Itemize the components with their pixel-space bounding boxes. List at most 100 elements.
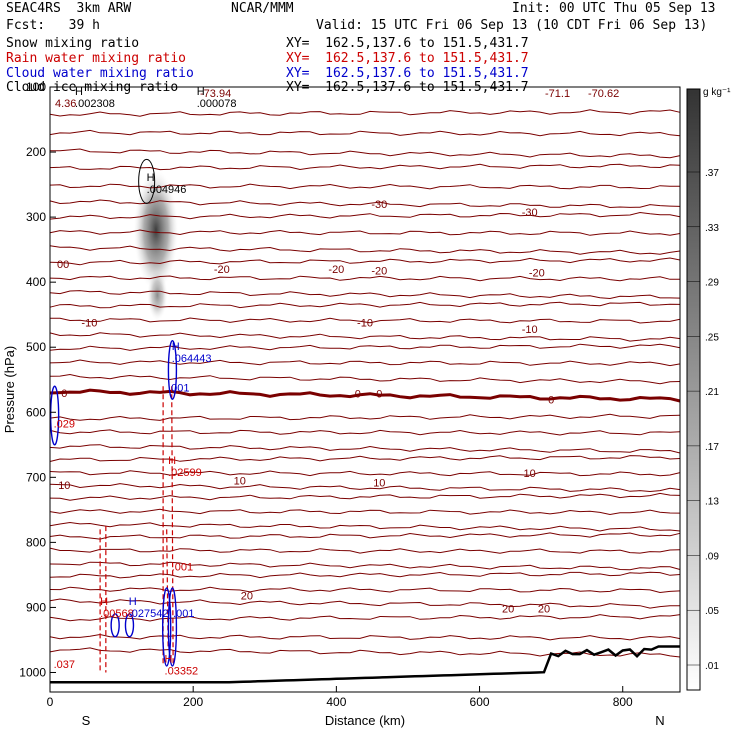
field-xy-cloud-ice: XY= 162.5,137.6 to 151.5,431.7 — [286, 80, 529, 95]
colorbar-tick-label: .29 — [705, 278, 719, 289]
max-value: .004946 — [147, 184, 187, 196]
temperature-contour-line — [49, 483, 681, 493]
colorbar-tick-label: .13 — [705, 497, 719, 508]
contour-label: 0 — [355, 388, 361, 400]
colorbar-tick-label: .05 — [705, 606, 719, 617]
y-tick-label: 700 — [26, 470, 46, 484]
contour-label: -30 — [522, 207, 538, 219]
endpoint-right: N — [655, 713, 664, 728]
field-label-rain: Rain water mixing ratio — [6, 51, 187, 66]
contour-label: 20 — [502, 604, 514, 616]
max-marker: H — [197, 86, 205, 98]
top-contour-label: 00 — [57, 259, 69, 271]
cloud-water-contour — [167, 587, 178, 667]
temperature-contour-line — [49, 547, 681, 554]
x-tick-label: 400 — [326, 695, 346, 709]
max-value: .002308 — [75, 98, 115, 110]
x-tick-label: 600 — [470, 695, 490, 709]
max-marker: H — [168, 455, 176, 467]
top-contour-label: -70.62 — [588, 88, 619, 100]
temperature-contour-line — [49, 211, 681, 220]
temperature-contour-line — [49, 163, 681, 171]
y-tick-label: 300 — [26, 210, 46, 224]
cloud-water-contour — [124, 613, 135, 638]
temperature-contour-line — [49, 561, 681, 571]
temperature-contour-line — [49, 586, 681, 594]
max-value: .03352 — [165, 665, 199, 677]
colorbar-unit: g kg⁻¹ — [703, 87, 731, 98]
x-tick-label: 0 — [47, 695, 54, 709]
max-value: .00568 — [100, 608, 134, 620]
temperature-contour-line — [49, 413, 681, 421]
contour-label: -10 — [522, 324, 538, 336]
contour-label: 10 — [234, 476, 246, 488]
x-tick-label: 200 — [183, 695, 203, 709]
max-marker: H — [100, 596, 108, 608]
colorbar-tick-label: .09 — [705, 551, 719, 562]
temperature-contour-line — [49, 492, 681, 501]
temperature-contour-line — [49, 633, 681, 641]
max-marker: H — [147, 172, 155, 184]
y-tick-label: 200 — [26, 145, 46, 159]
max-value: .037 — [54, 659, 75, 671]
model-title: SEAC4RS 3km ARW — [6, 1, 132, 16]
temperature-contour-line — [49, 343, 681, 351]
max-marker: H — [172, 341, 180, 353]
temperature-contour-line — [49, 647, 681, 658]
y-tick-label: 1000 — [19, 665, 46, 679]
cloud-water-contour — [49, 385, 60, 446]
temperature-contour-line — [49, 455, 681, 462]
temperature-contour-line — [49, 129, 681, 137]
contour-label: 10 — [373, 478, 385, 490]
contour-label: 20 — [538, 604, 550, 616]
contour-label: 10 — [524, 468, 536, 480]
temperature-contour-line — [49, 301, 681, 309]
temperature-contour-line — [49, 532, 681, 540]
temperature-contour-line — [49, 199, 681, 209]
max-value: .02599 — [168, 467, 202, 479]
top-contour-label: -73.94 — [200, 88, 231, 100]
plot-frame — [49, 86, 681, 693]
colorbar-scale — [686, 88, 701, 691]
contour-label: -10 — [81, 317, 97, 329]
field-xy-rain: XY= 162.5,137.6 to 151.5,431.7 — [286, 51, 529, 66]
snow-shading-lower — [147, 270, 168, 321]
colorbar-tick-label: .01 — [705, 661, 719, 672]
temperature-contour-line — [49, 614, 681, 622]
temperature-contour-line — [49, 257, 681, 266]
temperature-contour-line — [49, 521, 681, 532]
y-tick-label: 400 — [26, 275, 46, 289]
temperature-contour-line — [49, 598, 680, 609]
x-tick-label: 800 — [613, 695, 633, 709]
max-marker: H — [129, 596, 137, 608]
contour-label: 10 — [58, 480, 70, 492]
y-tick-label: 100 — [26, 80, 46, 94]
y-tick-label: 600 — [26, 405, 46, 419]
contour-label: 0 — [548, 394, 554, 406]
max-marker: H — [165, 653, 173, 665]
init-time: Init: 00 UTC Thu 05 Sep 13 — [512, 1, 716, 16]
field-xy-snow: XY= 162.5,137.6 to 151.5,431.7 — [286, 36, 529, 51]
temperature-contour-line — [49, 229, 681, 236]
top-contour-label: 4.36 — [55, 98, 76, 110]
temperature-contour-line — [49, 373, 681, 385]
max-value: .001 — [173, 608, 194, 620]
temperature-contour-line — [49, 183, 681, 190]
field-label-cloud-water: Cloud water mixing ratio — [6, 66, 194, 81]
forecast-hour: Fcst: 39 h — [6, 18, 100, 33]
endpoint-left: S — [82, 713, 91, 728]
max-value: .029 — [54, 418, 75, 430]
contour-label: 20 — [241, 591, 253, 603]
x-axis-label: Distance (km) — [325, 713, 405, 728]
cloud-water-contour — [161, 587, 172, 667]
cloud-water-contour — [167, 340, 178, 400]
temperature-contour-line — [49, 245, 681, 255]
contour-label: -20 — [214, 264, 230, 276]
contour-label: 0 — [376, 388, 382, 400]
hydrometeor-contours — [49, 158, 178, 673]
y-tick-label: 900 — [26, 600, 46, 614]
temperature-contour-line — [49, 290, 681, 300]
max-value: .001 — [168, 383, 189, 395]
max-value: .001 — [172, 561, 193, 573]
